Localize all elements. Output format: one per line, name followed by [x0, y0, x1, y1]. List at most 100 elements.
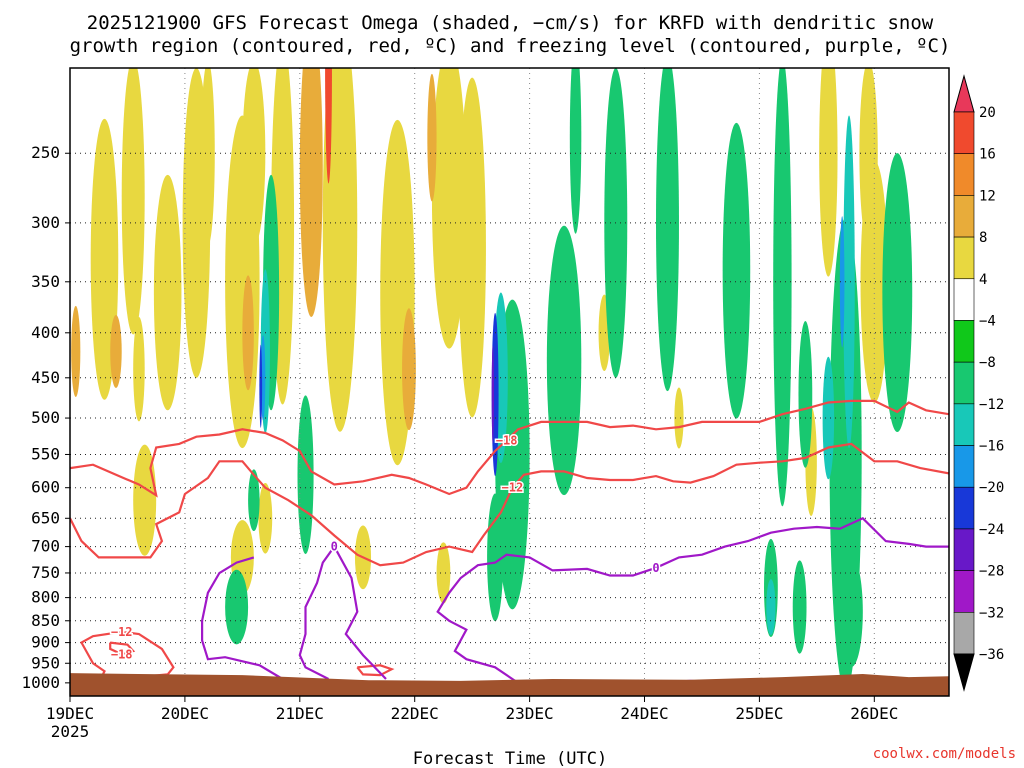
x-tick-label: 23DEC — [506, 704, 554, 723]
x-tick-label: 24DEC — [620, 704, 668, 723]
x-tick-label: 26DEC — [850, 704, 898, 723]
omega-patch — [882, 153, 913, 433]
y-tick-label: 400 — [31, 323, 60, 342]
contours: −18 −12 −12 −18 0 0 — [70, 399, 949, 684]
colorbar-label: 16 — [979, 147, 996, 163]
omega-patch — [299, 68, 323, 317]
colorbar-block — [953, 278, 975, 321]
omega-patch — [458, 77, 486, 418]
colorbar-label: 4 — [979, 272, 987, 288]
chart-title-line2: growth region (contoured, red, ºC) and f… — [70, 35, 951, 57]
omega-patch — [297, 395, 314, 555]
omega-patch — [242, 275, 254, 391]
freezing-level-contour — [436, 516, 949, 684]
plot-frame — [69, 67, 950, 697]
omega-patch — [436, 542, 451, 604]
omega-patch — [402, 308, 416, 431]
y-tick-label: 700 — [31, 537, 60, 556]
y-tick-label: 1000 — [21, 673, 60, 692]
omega-patch — [839, 556, 863, 668]
y-tick-label: 300 — [31, 213, 60, 232]
contour-label: −18 — [111, 647, 133, 661]
colorbar-block — [953, 612, 975, 655]
colorbar-label: −32 — [979, 605, 1004, 621]
contour-label: 0 — [331, 540, 338, 554]
omega-patch — [242, 68, 266, 246]
colorbar-block — [953, 361, 975, 405]
omega-patch — [325, 68, 332, 184]
y-tick-label: 900 — [31, 633, 60, 652]
colorbar-bottom-triangle — [953, 653, 975, 692]
colorbar-label: −20 — [979, 480, 1004, 496]
omega-patch — [546, 225, 582, 496]
omega-patch — [822, 356, 835, 480]
x-axis: 19DEC 20DEC 21DEC 22DEC 23DEC 24DEC 25DEC 26DEC — [46, 696, 898, 723]
colorbar-block — [953, 195, 975, 238]
colorbar-label: 12 — [979, 188, 996, 204]
omega-patch — [798, 321, 813, 468]
colorbar-label: −28 — [979, 564, 1004, 580]
omega-patch — [121, 68, 145, 335]
omega-patch — [722, 122, 751, 419]
omega-patch — [674, 387, 684, 449]
freezing-level-contour — [298, 544, 387, 680]
colorbar-top-triangle — [953, 74, 975, 113]
chart-title-line1: 2025121900 GFS Forecast Omega (shaded, −… — [87, 12, 934, 34]
omega-patch — [110, 315, 122, 388]
y-tick-label: 650 — [31, 508, 60, 527]
omega-patch — [248, 469, 260, 532]
omega-patch — [766, 579, 776, 636]
ground-fill — [70, 673, 949, 696]
omega-patch — [427, 73, 437, 202]
colorbar-block — [953, 486, 975, 530]
omega-patch — [133, 317, 145, 422]
x-tick-label: 22DEC — [391, 704, 439, 723]
contour-label: −18 — [496, 433, 518, 447]
colorbar-block — [953, 320, 975, 363]
y-tick-label: 350 — [31, 272, 60, 291]
y-tick-label: 850 — [31, 611, 60, 630]
freezing-level-contour — [201, 556, 284, 680]
y-tick-label: 600 — [31, 478, 60, 497]
y-tick-label: 950 — [31, 653, 60, 672]
omega-patch — [569, 68, 582, 234]
colorbar-block — [953, 111, 975, 154]
x-year-label: 2025 — [51, 722, 90, 741]
omega-patch — [431, 68, 467, 349]
omega-patch — [819, 68, 838, 277]
contour-label: 0 — [652, 561, 659, 575]
omega-patch — [71, 305, 81, 397]
y-tick-label: 250 — [31, 143, 60, 162]
omega-patch — [656, 68, 679, 392]
colorbar-block — [953, 236, 975, 280]
colorbar-label: −24 — [979, 522, 1004, 538]
omega-patch — [200, 68, 215, 246]
colorbar-label: −16 — [979, 439, 1004, 455]
dendritic-contour — [356, 664, 395, 677]
colorbar-block — [953, 528, 975, 571]
omega-patch — [491, 345, 494, 444]
contour-label: −12 — [502, 481, 524, 495]
colorbar-label: −8 — [979, 355, 996, 371]
colorbar-label: 8 — [979, 230, 987, 246]
omega-patch — [90, 118, 119, 400]
omega-patch — [843, 115, 855, 449]
y-tick-label: 550 — [31, 444, 60, 463]
colorbar-label: −36 — [979, 647, 1004, 663]
x-axis-label: Forecast Time (UTC) — [413, 749, 607, 768]
plot-area: −18 −12 −12 −18 0 0 — [70, 68, 949, 696]
omega-patch — [259, 344, 263, 428]
y-tick-label: 800 — [31, 588, 60, 607]
omega-patch — [773, 68, 792, 507]
contour-label: −12 — [111, 625, 133, 639]
credit-label: coolwx.com/models — [873, 746, 1016, 762]
omega-patch — [839, 216, 845, 348]
y-tick-label: 750 — [31, 563, 60, 582]
omega-patch — [322, 68, 358, 432]
colorbar-label: −4 — [979, 313, 996, 329]
colorbar-block — [953, 403, 975, 446]
y-tick-label: 450 — [31, 368, 60, 387]
omega-patch — [153, 174, 182, 411]
colorbar-block — [953, 445, 975, 488]
